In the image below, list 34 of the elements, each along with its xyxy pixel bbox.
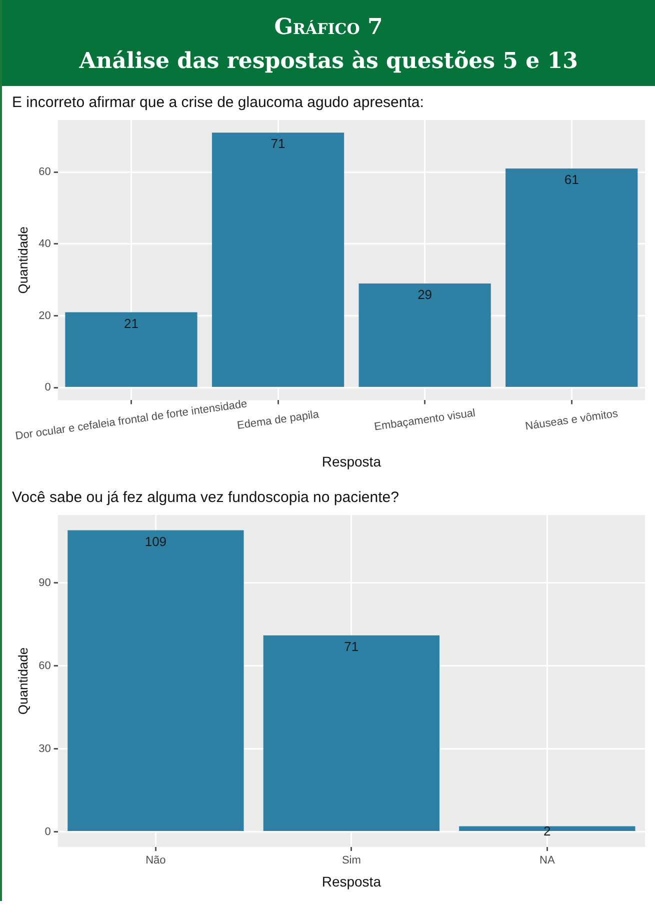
data-label: 29 [418, 287, 432, 302]
text: Gráfico 7 [273, 13, 384, 42]
data-label: 21 [124, 316, 138, 331]
chart-title: E incorreto afirmar que a crise de glaucoma agudo apresenta: [12, 94, 424, 112]
bar [358, 283, 491, 387]
y-tick-label: 60 [38, 660, 51, 672]
data-label: 71 [344, 638, 359, 654]
bar [506, 168, 638, 387]
data-label: 61 [564, 172, 579, 188]
y-axis-title: Quantidade [15, 647, 30, 715]
x-tick-label: NA [540, 854, 556, 867]
data-label: 109 [144, 534, 167, 549]
x-tick-label: Sim [342, 854, 361, 867]
x-axis-title: Resposta [322, 873, 382, 890]
bar [212, 132, 344, 387]
y-tick-label: 40 [38, 238, 51, 250]
chart-title: Você sabe ou já fez alguma vez fundoscopia no paciente? [12, 489, 399, 506]
bar [68, 530, 244, 832]
bar [65, 312, 198, 387]
y-tick-label: 0 [44, 382, 51, 394]
y-tick-label: 20 [38, 310, 51, 322]
text: Análise das respostas às questões 5 e 13 [78, 47, 579, 76]
x-tick-label: Náuseas e vômitos [524, 408, 620, 433]
y-tick-label: 30 [38, 742, 51, 755]
bar [263, 635, 440, 832]
data-label: 71 [270, 136, 286, 152]
y-tick-label: 0 [44, 826, 51, 838]
y-tick-label: 90 [38, 576, 51, 589]
x-tick-label: Edema de papila [236, 408, 321, 432]
y-axis-title: Quantidade [15, 226, 30, 294]
y-tick-label: 60 [38, 166, 51, 178]
x-axis-title: Resposta [322, 453, 382, 470]
x-tick-label: Não [146, 854, 166, 867]
x-tick-label: Embaçamento visual [373, 407, 476, 434]
